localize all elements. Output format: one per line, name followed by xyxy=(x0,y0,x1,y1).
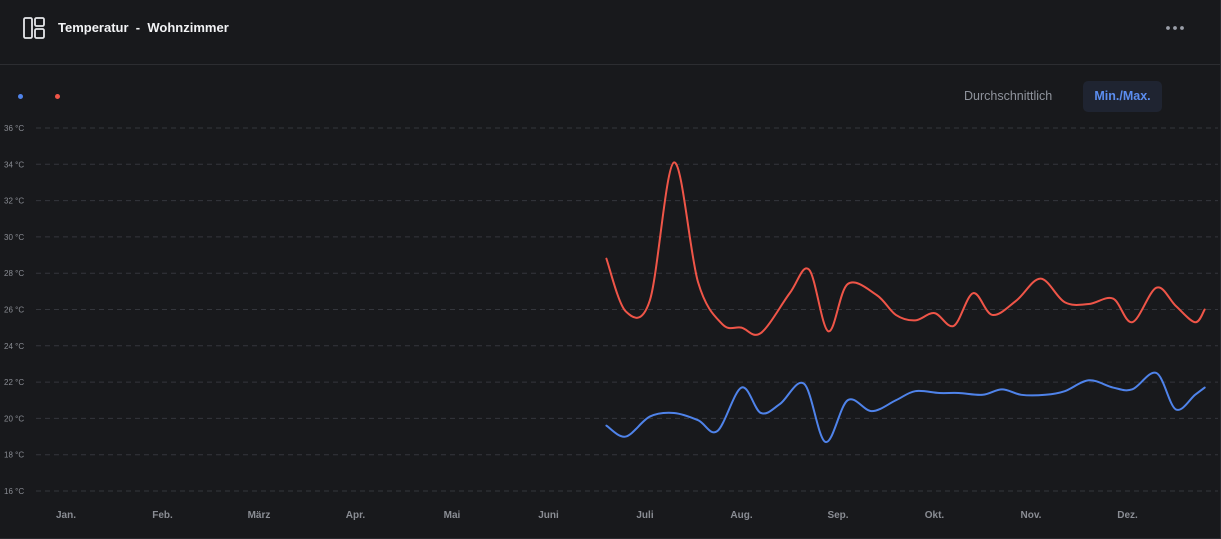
y-tick-label: 34 °C xyxy=(4,160,24,169)
x-tick-label: Juli xyxy=(636,510,653,521)
y-tick-label: 22 °C xyxy=(4,378,24,387)
title-separator: - xyxy=(135,20,141,35)
x-tick-label: Aug. xyxy=(730,510,752,521)
y-tick-label: 36 °C xyxy=(4,124,24,133)
card-title: Temperatur - Wohnzimmer xyxy=(58,20,229,35)
x-tick-label: März xyxy=(248,510,271,521)
max-temperature-line[interactable] xyxy=(605,161,1206,336)
dashboard-layout-icon[interactable] xyxy=(22,16,46,40)
x-tick-label: Dez. xyxy=(1117,510,1138,521)
y-tick-label: 20 °C xyxy=(4,414,24,423)
y-tick-label: 28 °C xyxy=(4,269,24,278)
x-tick-label: Okt. xyxy=(925,510,945,521)
x-tick-label: Apr. xyxy=(346,510,366,521)
average-toggle-button[interactable]: Durchschnittlich xyxy=(964,89,1053,103)
x-tick-label: Feb. xyxy=(152,510,173,521)
title-metric: Temperatur xyxy=(58,20,129,35)
legend-min-dot[interactable] xyxy=(18,94,23,99)
x-tick-label: Mai xyxy=(444,510,461,521)
y-tick-label: 32 °C xyxy=(4,197,24,206)
x-tick-label: Nov. xyxy=(1021,510,1042,521)
y-tick-label: 18 °C xyxy=(4,451,24,460)
x-tick-label: Sep. xyxy=(827,510,848,521)
x-tick-label: Juni xyxy=(538,510,559,521)
title-room: Wohnzimmer xyxy=(147,20,229,35)
y-tick-label: 26 °C xyxy=(4,306,24,315)
more-horizontal-icon[interactable] xyxy=(1160,18,1190,38)
temperature-chart: 16 °C 18 °C 20 °C 22 °C 24 °C 26 °C 28 °C 30 °C… xyxy=(4,124,1218,521)
y-tick-label: 30 °C xyxy=(4,233,24,242)
card-header: Temperatur - Wohnzimmer xyxy=(0,0,1220,65)
x-tick-label: Jan. xyxy=(56,510,76,521)
legend-max-dot[interactable] xyxy=(55,94,60,99)
minmax-toggle-button[interactable]: Min./Max. xyxy=(1083,81,1162,112)
y-tick-label: 24 °C xyxy=(4,342,24,351)
min-temperature-line[interactable] xyxy=(605,371,1206,444)
y-tick-label: 16 °C xyxy=(4,487,24,496)
